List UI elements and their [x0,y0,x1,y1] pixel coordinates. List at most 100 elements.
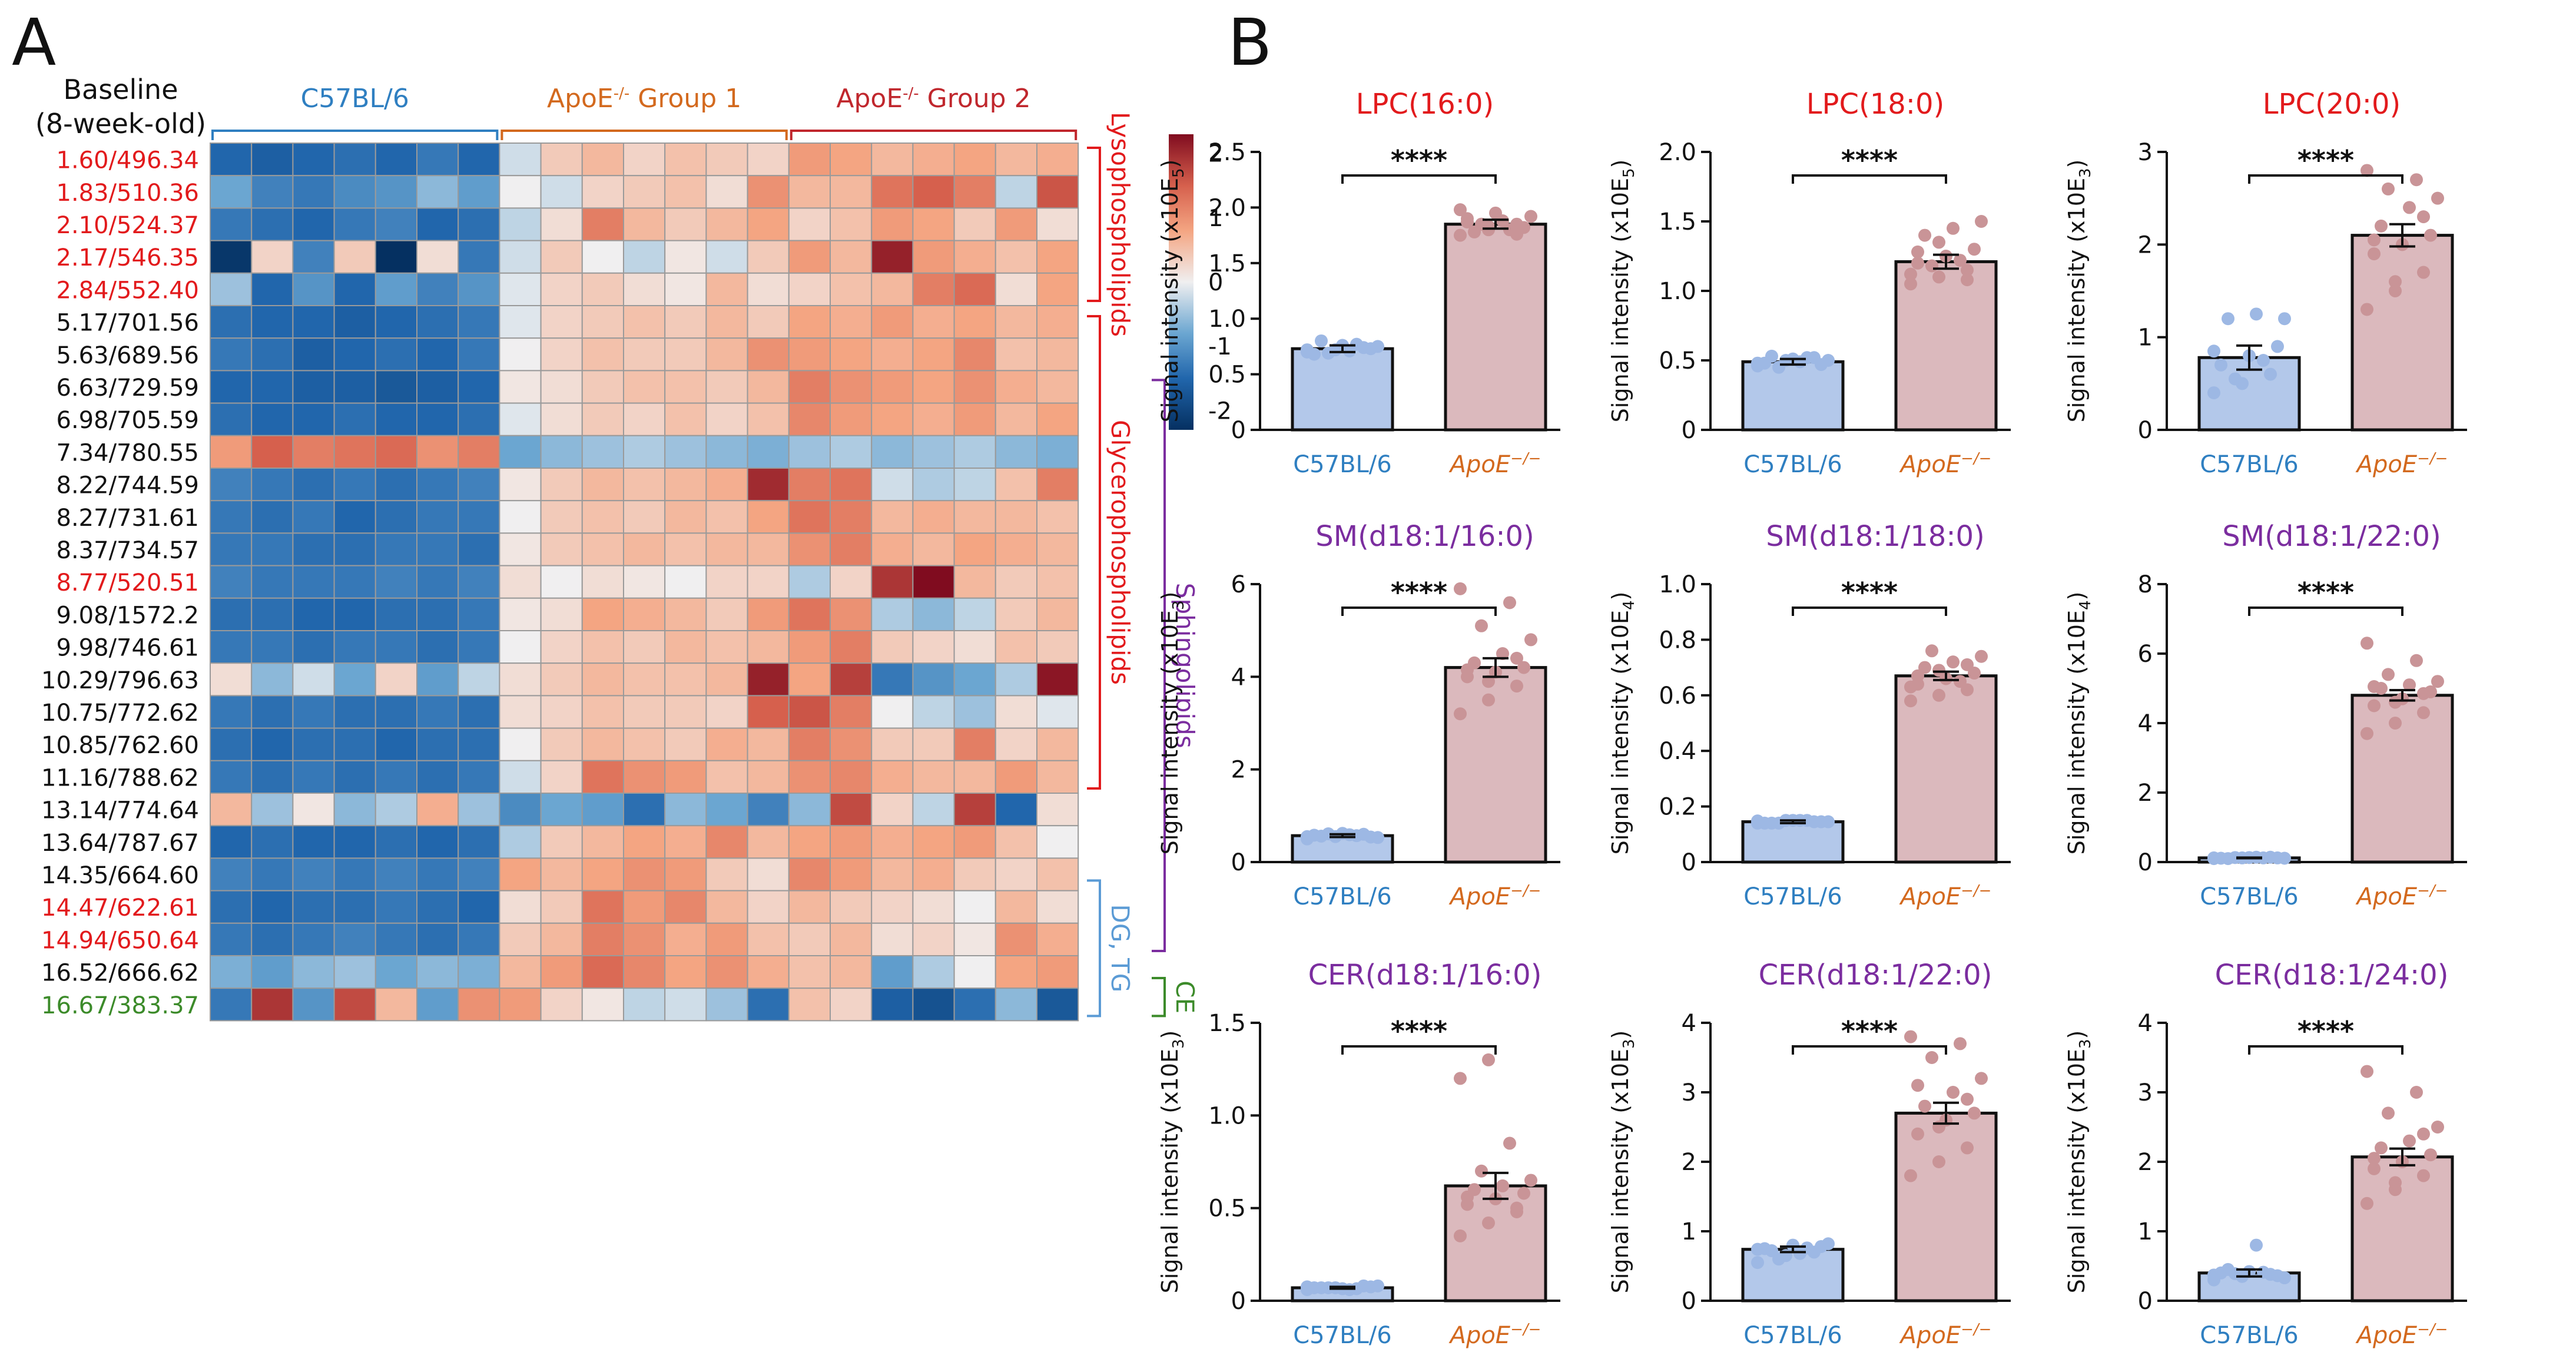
heatmap-cell [871,955,914,989]
row-label: 2.10/524.37 [57,212,200,239]
class-bracket [1087,879,1101,1018]
heatmap-cell [912,500,955,534]
heatmap-cell [664,695,707,729]
y-tick-label: 6 [2138,641,2153,668]
data-point [2250,307,2263,321]
heatmap-cell [374,370,417,404]
heatmap-cell [210,532,253,566]
heatmap-cell [374,987,417,1022]
data-point [1751,1256,1764,1270]
heatmap-cell [210,565,253,599]
y-axis-label: Signal intensity (x10E3) [1607,1030,1638,1294]
heatmap-cell [540,793,583,827]
data-point [2431,1121,2444,1134]
heatmap-cell [871,695,914,729]
heatmap-row-labels: 1.60/496.34 1.83/510.36 2.10/524.37 2.17/54… [41,147,199,1019]
y-tick-label: 0.5 [1659,347,1696,375]
heatmap-cell [416,435,459,469]
heatmap-cell [374,695,417,729]
heatmap-cell [994,468,1038,502]
x-category-label: ApoE−/− [1899,1321,1992,1349]
heatmap-cell [540,955,583,989]
data-point [1482,1216,1495,1230]
heatmap-cell [747,597,790,631]
data-point [2368,233,2381,247]
heatmap-cell [457,142,500,177]
heatmap-cell [374,532,417,566]
heatmap-cell [747,825,790,859]
heatmap-cell [830,987,873,1022]
heatmap-cell [871,857,914,892]
y-tick-label: 0.5 [1208,1195,1246,1222]
heatmap-cell [499,565,542,599]
data-point [1932,236,1945,249]
data-point [2271,340,2284,353]
heatmap-cell [540,662,583,697]
heatmap-cell [210,793,253,827]
data-point [2360,727,2373,740]
data-point [1904,1030,1917,1043]
heatmap-cell [994,305,1038,339]
heatmap-cell [747,207,790,241]
x-category-label: ApoE−/− [1899,882,1992,910]
heatmap-cell [912,890,955,924]
heatmap-cell [292,955,335,989]
heatmap-cell [416,630,459,664]
heatmap-cell [210,402,253,436]
heatmap-cell [1036,890,1079,924]
data-point [1904,694,1917,708]
data-point [1503,1136,1516,1150]
significance-bracket [1341,1045,1497,1055]
chart-title: SM(d18:1/18:0) [1766,520,1985,553]
heatmap-cell [292,240,335,274]
data-point [2417,210,2430,224]
bar-chart: CER(d18:1/16:0) 0 0.5 1.0 1.5 Signal intensit… [1157,959,1560,1349]
heatmap-cell [994,630,1038,664]
data-point [2250,1238,2263,1252]
heatmap-cell [416,337,459,372]
heatmap-cell [871,142,914,177]
heatmap-cell [623,207,666,241]
heatmap-cell [705,793,748,827]
heatmap-cell [540,630,583,664]
x-category-label: C57BL/6 [1743,451,1842,478]
heatmap-cell [788,890,831,924]
heatmap-cell [664,955,707,989]
heatmap-cell [251,305,294,339]
heatmap-cell [292,565,335,599]
heatmap-cell [333,240,376,274]
x-category-label: ApoE−/− [1899,450,1992,478]
heatmap-cell [457,468,500,502]
data-point [2368,1152,2381,1165]
chart-title: LPC(16:0) [1356,88,1494,121]
data-point [1482,1053,1495,1066]
heatmap-cell [705,955,748,989]
heatmap-cell [333,727,376,761]
class-bracket [1152,977,1166,1018]
heatmap-cell [664,890,707,924]
heatmap-cell [457,662,500,697]
data-point [2360,1065,2373,1078]
heatmap-cell [705,597,748,631]
heatmap-cell [416,890,459,924]
data-point [1350,829,1363,843]
heatmap-cell [953,468,996,502]
heatmap-cell [830,207,873,241]
heatmap-cell [374,142,417,177]
heatmap-cell [788,272,831,306]
data-point [1961,1092,1974,1106]
heatmap-cell [292,890,335,924]
x-category-label: ApoE−/− [2355,450,2448,478]
heatmap-cell [912,175,955,209]
heatmap-cell [664,305,707,339]
heatmap-cell [994,142,1038,177]
heatmap-cell [912,370,955,404]
heatmap-cell [871,370,914,404]
heatmap-cell [912,662,955,697]
data-point [1371,831,1384,844]
heatmap-cell [210,305,253,339]
data-point [1510,1201,1523,1215]
data-point [2368,247,2381,261]
heatmap-cell [499,987,542,1022]
heatmap-cell [210,370,253,404]
